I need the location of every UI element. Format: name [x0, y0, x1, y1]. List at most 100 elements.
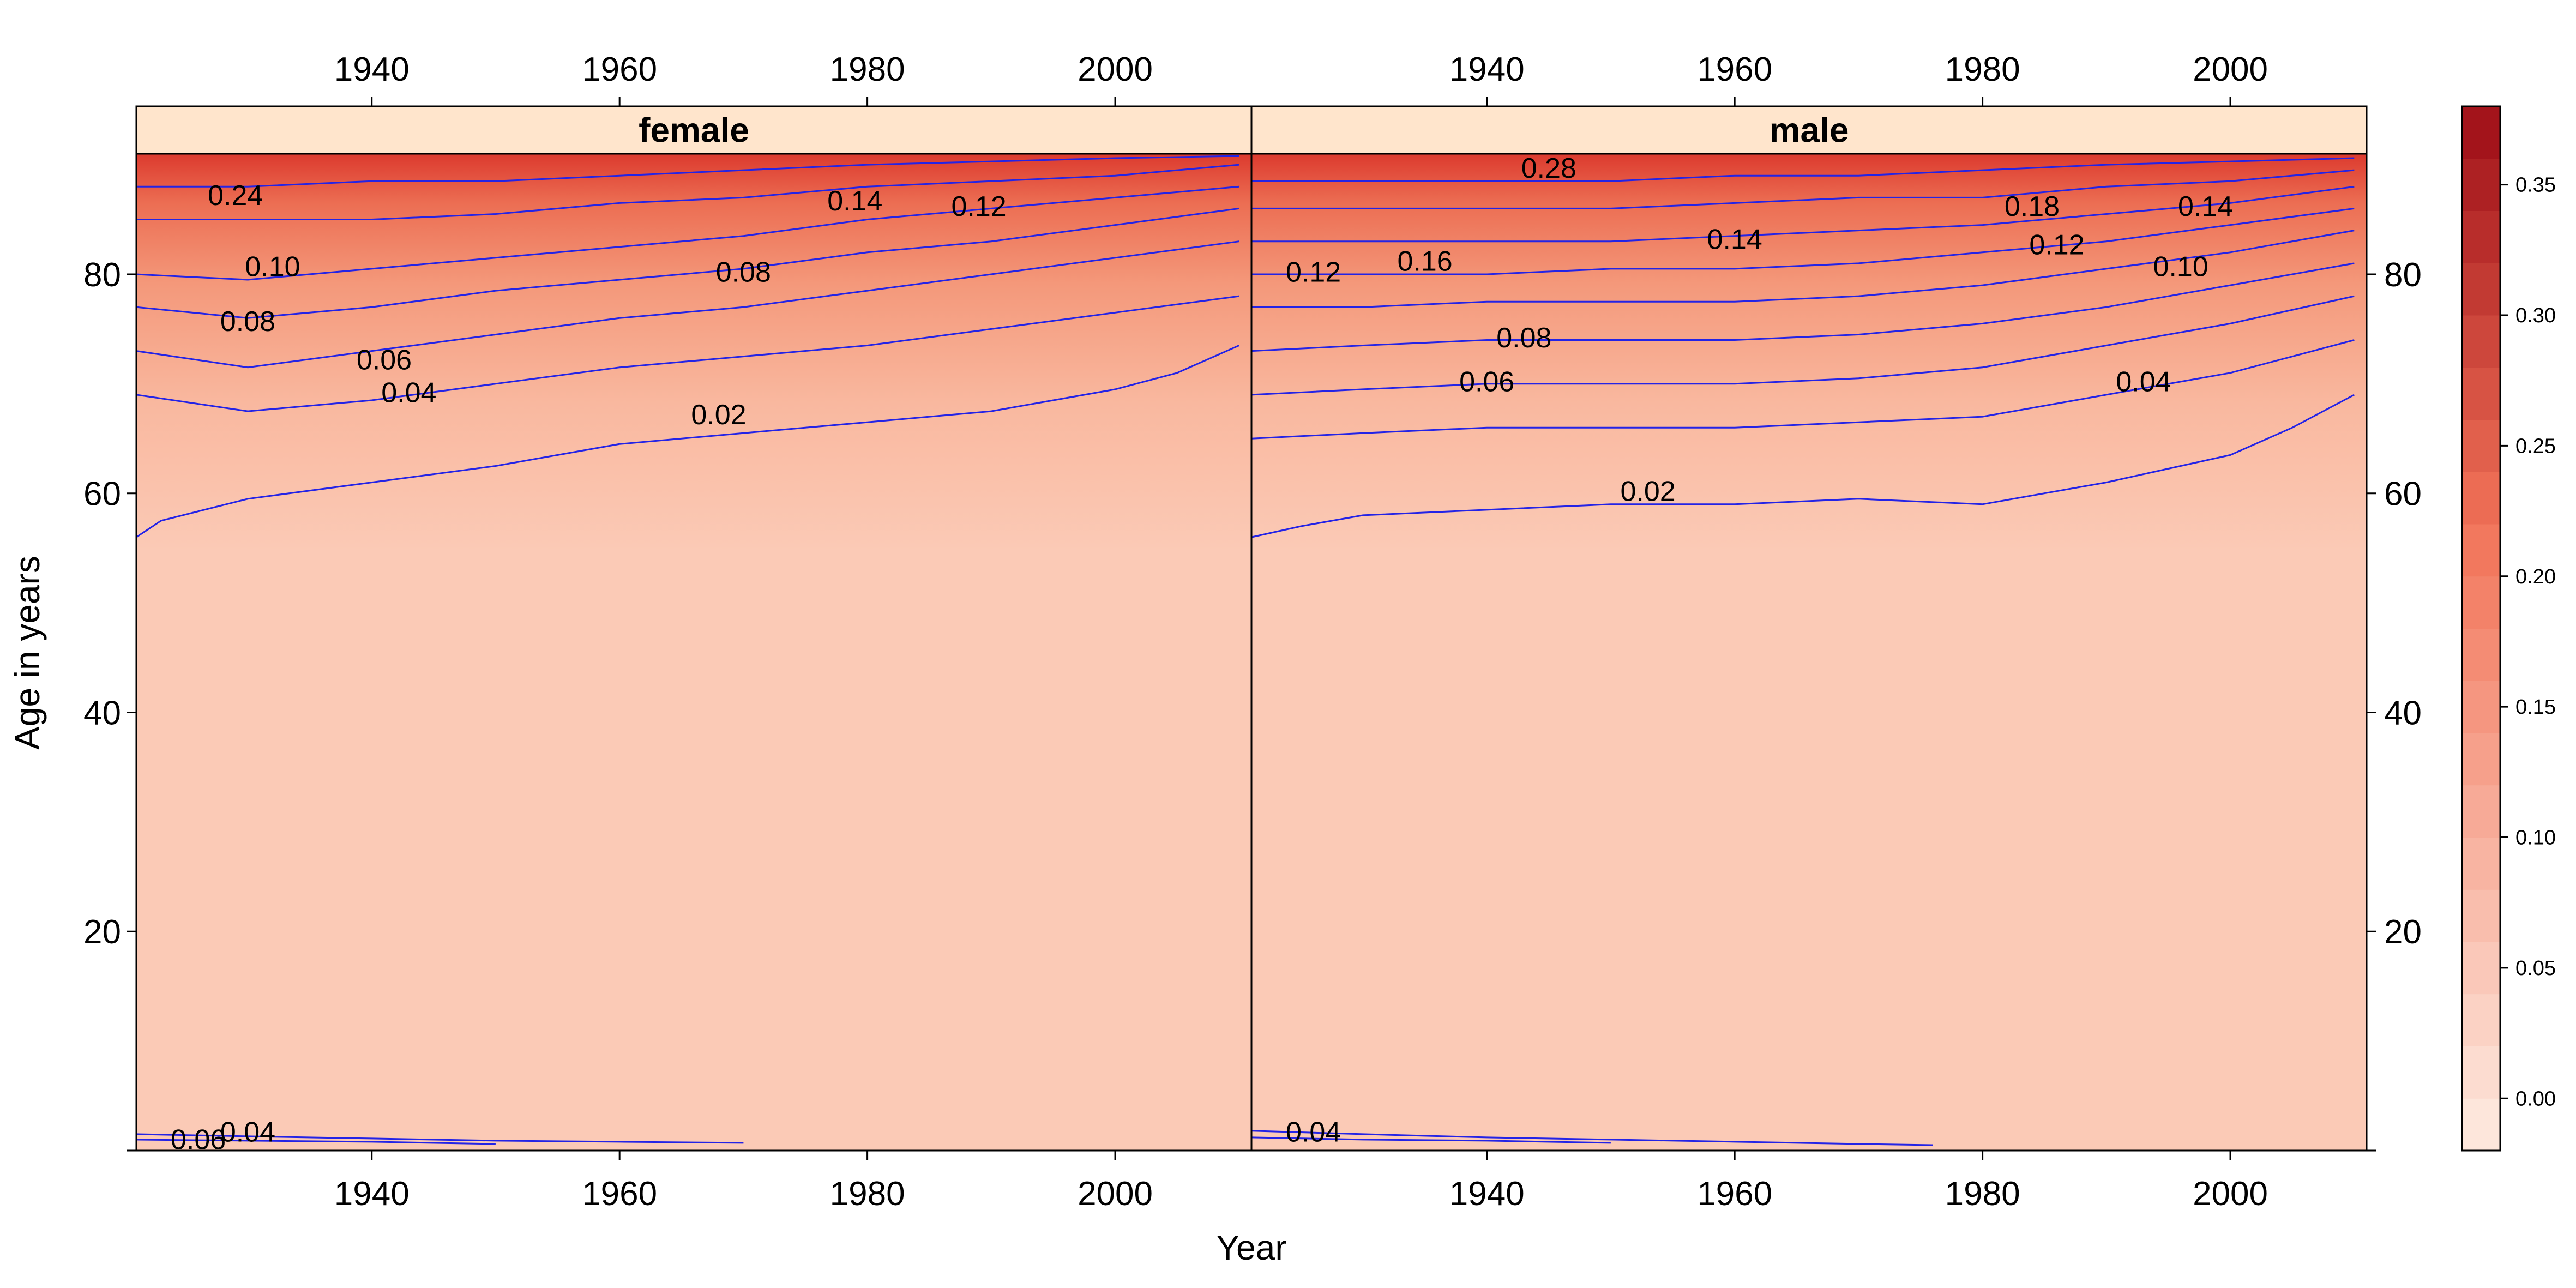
contour-label: 0.14 [827, 185, 882, 217]
y-tick-label-right: 20 [2384, 913, 2422, 951]
contour-label: 0.06 [1459, 366, 1514, 398]
contour-label: 0.08 [1496, 322, 1551, 354]
colorkey-band [2462, 837, 2500, 890]
colorkey-band [2462, 942, 2500, 995]
colorkey-band [2462, 628, 2500, 681]
strip-label: male [1770, 111, 1849, 150]
contour-label: 0.08 [716, 257, 771, 288]
contour-line-0.02 [1251, 1130, 1933, 1146]
x-tick-label-top: 2000 [2193, 51, 2268, 88]
contour-label: 0.12 [2029, 229, 2084, 261]
contour-line-0.08 [1251, 262, 2355, 352]
contour-line-0.20 [136, 155, 1239, 188]
contour-label: 0.10 [245, 251, 300, 283]
contour-label: 0.04 [220, 1117, 275, 1148]
colorkey-band [2462, 681, 2500, 733]
contour-line-0.04 [136, 295, 1239, 412]
colorkey-band [2462, 733, 2500, 786]
colorkey-layer: 0.00 0.05 0.10 0.15 0.20 0.25 0.30 0.35 [2461, 105, 2556, 1152]
colorkey-band [2462, 315, 2500, 368]
contour-label: 0.18 [2005, 191, 2060, 222]
x-tick-label-bottom: 2000 [1078, 1175, 1153, 1213]
strip-label: female [639, 111, 749, 150]
panel-border [1250, 153, 2368, 1152]
x-tick-label-top: 1940 [1449, 51, 1525, 88]
contour-label: 0.02 [1621, 476, 1676, 507]
x-tick-label-bottom: 1980 [830, 1175, 905, 1213]
contour-label: 0.04 [2116, 366, 2171, 398]
x-tick-label-bottom: 2000 [2193, 1175, 2268, 1213]
colorkey-band [2462, 524, 2500, 577]
y-tick-label-right: 80 [2384, 256, 2422, 294]
y-tick-label-left: 80 [83, 256, 121, 294]
colorkey-band [2462, 889, 2500, 942]
panel-fill [1251, 154, 2367, 1151]
colorkey-tick-label: 0.10 [2515, 827, 2556, 850]
strip-female [135, 105, 1253, 155]
x-tick-label-top: 1940 [334, 51, 410, 88]
colorkey-tick-label: 0.25 [2515, 435, 2556, 458]
panel-male: 0.02 0.04 0.06 0.08 0.10 0.12 0.12 0.14 0.14 0.16… [1250, 105, 2368, 1152]
contour-label: 0.14 [1707, 224, 1762, 255]
colorkey-band [2462, 106, 2500, 159]
contour-line-0.02 [136, 1133, 744, 1144]
colorkey-tick-label: 0.00 [2515, 1087, 2556, 1110]
contour-label: 0.12 [1286, 257, 1341, 288]
axes-layer: 1940 1940 1960 1960 1980 1980 2000 2000 1940 1940… [83, 51, 2422, 1213]
colorkey-border [2461, 105, 2501, 1152]
contour-label: 0.02 [691, 399, 746, 431]
panels-layer: 0.020.040.060.080.080.100.120.140.240.06… [135, 105, 2368, 1156]
colorkey-band [2462, 419, 2500, 472]
x-tick-label-bottom: 1960 [582, 1175, 657, 1213]
colorkey-band [2462, 1046, 2500, 1099]
contour-line-0.02 [136, 345, 1239, 538]
contour-line-0.04 [1251, 1136, 1611, 1144]
y-axis-title: Age in years [8, 556, 47, 750]
colorkey-tick-label: 0.05 [2515, 957, 2556, 980]
colorkey-band [2462, 210, 2500, 263]
colorkey-tick-label: 0.20 [2515, 565, 2556, 588]
contour-line-0.04 [1251, 339, 2355, 440]
contour-line-0.12 [1251, 207, 2355, 275]
y-tick-label-left: 60 [83, 476, 121, 513]
contour-label: 0.14 [2178, 191, 2233, 222]
x-tick-label-top: 2000 [1078, 51, 1153, 88]
contour-line-0.24 [1251, 157, 2355, 182]
panel-fill [136, 154, 1251, 1151]
contour-label: 0.10 [2153, 251, 2208, 283]
contour-line-0.06 [136, 240, 1239, 369]
contour-label: 0.28 [1521, 153, 1576, 184]
x-tick-label-top: 1980 [830, 51, 905, 88]
colorkey-tick-label: 0.15 [2515, 696, 2556, 719]
contour-line-0.02 [1251, 394, 2355, 538]
x-tick-label-bottom: 1940 [334, 1175, 410, 1213]
x-tick-label-top: 1980 [1945, 51, 2020, 88]
contour-label: 0.04 [381, 377, 436, 409]
y-tick-label-right: 60 [2384, 476, 2422, 513]
colorkey-band [2462, 472, 2500, 525]
contour-line-0.08 [136, 207, 1239, 319]
contour-line-0.14 [1251, 185, 2355, 243]
colorkey-band [2462, 158, 2500, 211]
contour-line-0.18 [1251, 169, 2355, 209]
x-tick-label-top: 1960 [1697, 51, 1772, 88]
colorkey-tick-label: 0.30 [2515, 304, 2556, 327]
colorkey-band [2462, 367, 2500, 420]
colorkey-tick-label: 0.35 [2515, 174, 2556, 197]
colorkey-band [2462, 576, 2500, 629]
colorkey-band [2462, 785, 2500, 838]
panel-female: 0.020.040.060.080.080.100.120.140.240.06… [135, 105, 1253, 1156]
y-tick-label-left: 20 [83, 913, 121, 951]
strip-male [1250, 105, 2368, 155]
contour-line-0.10 [136, 185, 1239, 281]
contour-label: 0.04 [1286, 1117, 1341, 1148]
contour-label: 0.08 [220, 306, 275, 338]
colorkey-band [2462, 263, 2500, 316]
x-tick-label-bottom: 1960 [1697, 1175, 1772, 1213]
contour-line-0.04 [136, 1139, 496, 1145]
contour-label: 0.12 [952, 191, 1007, 222]
colorkey-band [2462, 1098, 2500, 1151]
y-tick-label-right: 40 [2384, 694, 2422, 732]
contour-line-0.06 [1251, 295, 2355, 396]
